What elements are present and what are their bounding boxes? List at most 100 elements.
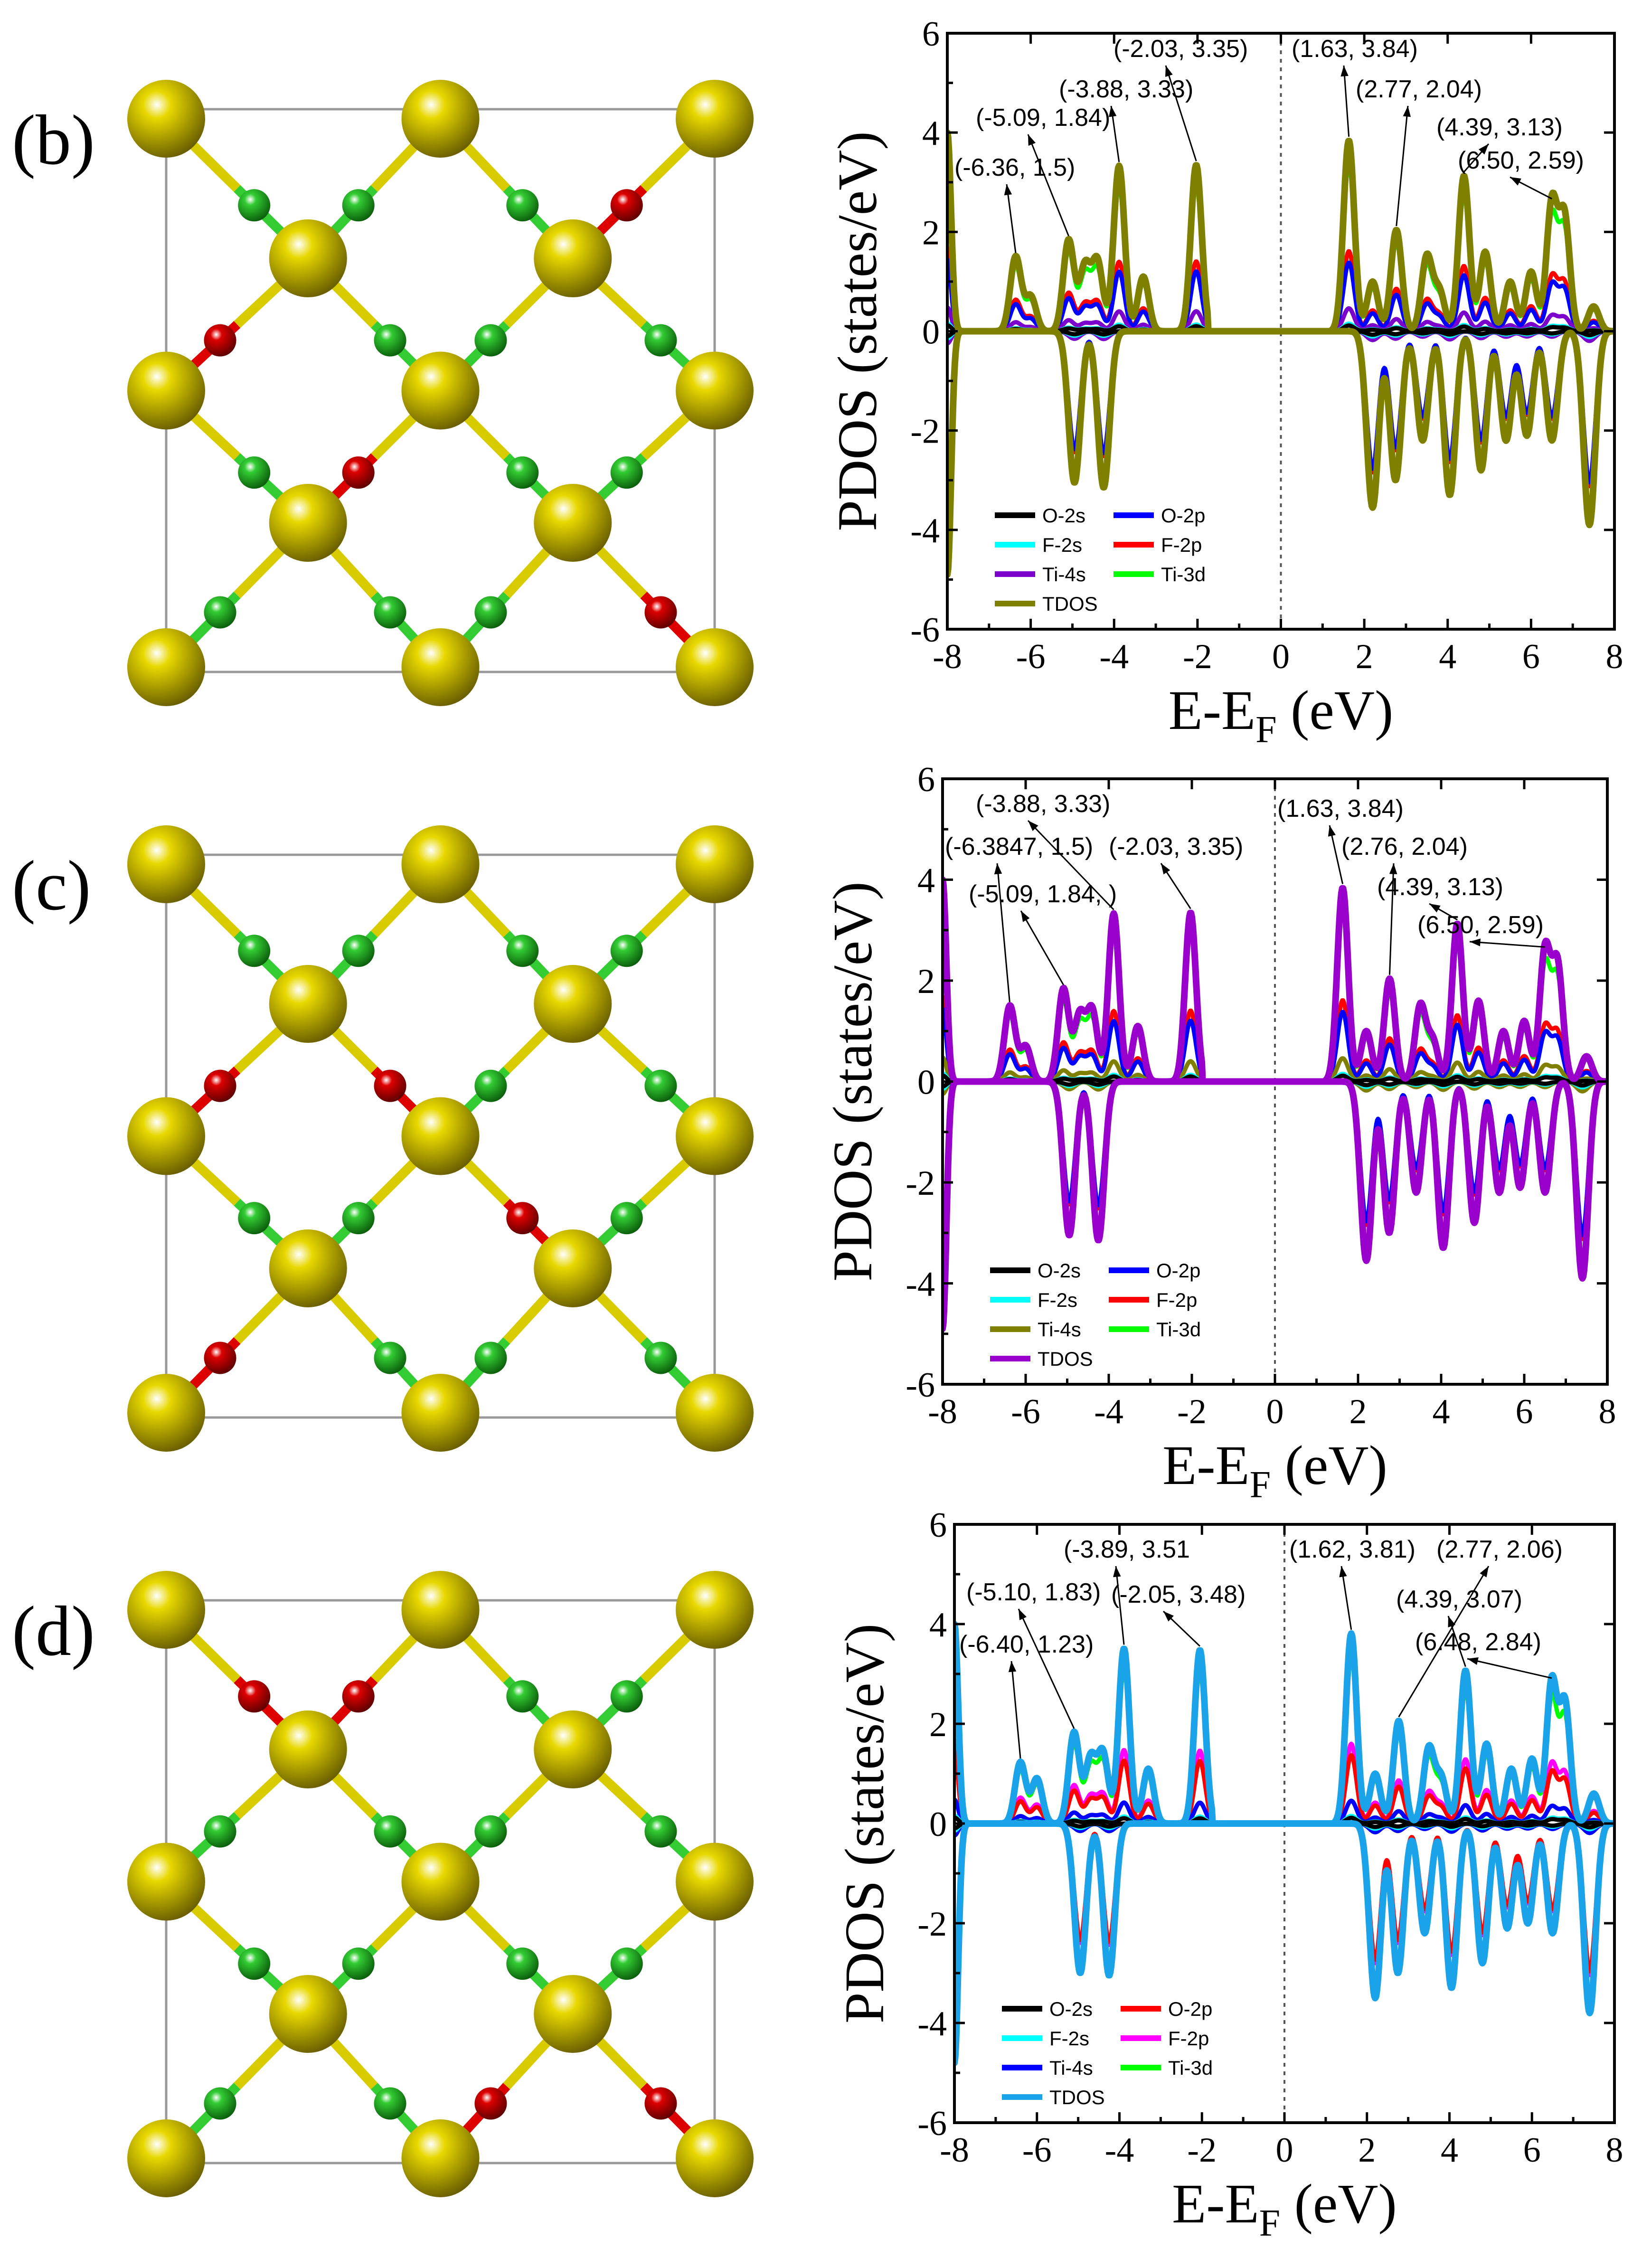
- legend-label: F-2p: [1168, 2027, 1209, 2050]
- annotation-arrowhead: [1389, 863, 1397, 874]
- annotation-arrow: [1340, 1566, 1352, 1630]
- x-tick-label: -2: [1183, 637, 1212, 676]
- legend-label: O-2p: [1156, 1259, 1200, 1282]
- annotation-arrowhead: [1165, 66, 1173, 77]
- titanium-atom: [269, 483, 347, 562]
- x-tick-label: 4: [1439, 637, 1456, 676]
- y-tick-label: -6: [906, 1366, 935, 1405]
- carbon-atom: [644, 1815, 677, 1848]
- carbon-atom: [474, 1815, 507, 1848]
- x-tick-label: 4: [1433, 1392, 1450, 1431]
- titanium-atom: [127, 628, 205, 706]
- x-tick-label: 8: [1599, 1392, 1616, 1431]
- x-tick-label: -2: [1177, 1392, 1207, 1431]
- peak-annotation: (-2.03, 3.35): [1114, 35, 1248, 63]
- titanium-atom: [401, 825, 480, 903]
- x-tick-label: -4: [1099, 637, 1129, 676]
- carbon-atom: [644, 1069, 677, 1102]
- peak-annotation: (-6.3847, 1.5): [945, 833, 1093, 860]
- y-tick-label: 6: [929, 1506, 947, 1545]
- carbon-atom: [374, 1342, 406, 1374]
- titanium-atom: [676, 2119, 754, 2197]
- titanium-atom: [127, 825, 205, 903]
- x-tick-label: -8: [928, 1392, 957, 1431]
- tdos-curve-down: [947, 328, 1614, 578]
- legend-label: O-2s: [1049, 1998, 1093, 2020]
- legend-label: F-2s: [1042, 534, 1082, 556]
- annotation-arrowhead: [1467, 1657, 1479, 1665]
- titanium-atom: [127, 80, 205, 158]
- x-axis-title: E-EF (eV): [1172, 2173, 1397, 2244]
- oxygen-atom: [204, 324, 236, 357]
- carbon-atom: [506, 189, 539, 222]
- titanium-atom: [401, 351, 480, 430]
- carbon-atom: [506, 1680, 539, 1713]
- titanium-atom: [534, 965, 612, 1043]
- legend-label: Ti-3d: [1156, 1318, 1201, 1341]
- y-axis-title: PDOS (states/eV): [821, 881, 884, 1281]
- carbon-atom: [610, 456, 643, 489]
- carbon-atom: [610, 1680, 643, 1713]
- annotation-arrowhead: [1478, 144, 1489, 155]
- legend-label: O-2s: [1038, 1259, 1081, 1282]
- annotation-arrowhead: [1340, 66, 1349, 77]
- titanium-atom: [676, 1097, 754, 1175]
- annotation-arrowhead: [1403, 106, 1411, 117]
- legend-label: Ti-4s: [1042, 563, 1086, 586]
- annotation-arrow: [996, 863, 1010, 1002]
- y-tick-label: -6: [910, 611, 940, 650]
- titanium-atom: [127, 1097, 205, 1175]
- legend-label: O-2p: [1168, 1998, 1212, 2020]
- legend-label: TDOS: [1049, 2086, 1105, 2108]
- x-tick-label: -4: [1105, 2131, 1134, 2170]
- x-tick-label: 2: [1356, 637, 1373, 676]
- annotation-arrow: [1469, 941, 1545, 948]
- annotation-arrowhead: [1028, 821, 1038, 831]
- carbon-atom: [238, 189, 271, 222]
- y-tick-label: 2: [929, 1705, 947, 1744]
- titanium-atom: [676, 825, 754, 903]
- titanium-atom: [401, 1571, 480, 1649]
- carbon-atom: [238, 456, 271, 489]
- tdos-curve-down: [954, 1820, 1614, 2066]
- plot-area: [947, 129, 1614, 578]
- structure-panel: (c): [12, 825, 754, 1452]
- panel-label: (b): [12, 101, 95, 180]
- titanium-atom: [127, 1843, 205, 1921]
- titanium-atom: [676, 1843, 754, 1921]
- titanium-atom: [401, 628, 480, 706]
- oxygen-atom: [506, 1202, 539, 1235]
- carbon-atom: [342, 935, 375, 967]
- peak-annotation: (4.39, 3.07): [1396, 1586, 1522, 1613]
- peak-annotation: (4.39, 3.13): [1377, 873, 1503, 901]
- x-tick-label: 8: [1606, 637, 1623, 676]
- annotation-arrowhead: [1480, 1566, 1489, 1578]
- peak-annotation: (2.77, 2.06): [1436, 1536, 1563, 1563]
- carbon-atom: [506, 456, 539, 489]
- carbon-atom: [204, 2087, 236, 2120]
- titanium-atom: [676, 1374, 754, 1452]
- titanium-atom: [676, 1571, 754, 1649]
- carbon-atom: [238, 935, 271, 967]
- y-axis-title: PDOS (states/eV): [826, 131, 888, 531]
- legend-label: Ti-4s: [1038, 1318, 1081, 1341]
- carbon-atom: [610, 1947, 643, 1980]
- annotation-arrowhead: [1113, 1566, 1121, 1578]
- annotation-arrow: [1115, 1566, 1125, 1645]
- carbon-atom: [204, 1815, 236, 1848]
- y-tick-label: 0: [917, 1063, 935, 1102]
- x-tick-label: 8: [1606, 2131, 1623, 2170]
- structure-panel: (b): [12, 80, 754, 706]
- peak-annotation: (-6.40, 1.23): [959, 1631, 1094, 1658]
- crystal-structures: (b) (c) (d): [12, 80, 754, 2197]
- carbon-atom: [374, 1815, 406, 1848]
- titanium-atom: [401, 1843, 480, 1921]
- oxygen-atom: [204, 1342, 236, 1374]
- carbon-atom: [474, 1342, 507, 1374]
- x-tick-label: -8: [940, 2131, 969, 2170]
- carbon-atom: [342, 189, 375, 222]
- annotation-arrow: [1010, 1661, 1021, 1758]
- carbon-atom: [342, 1202, 375, 1235]
